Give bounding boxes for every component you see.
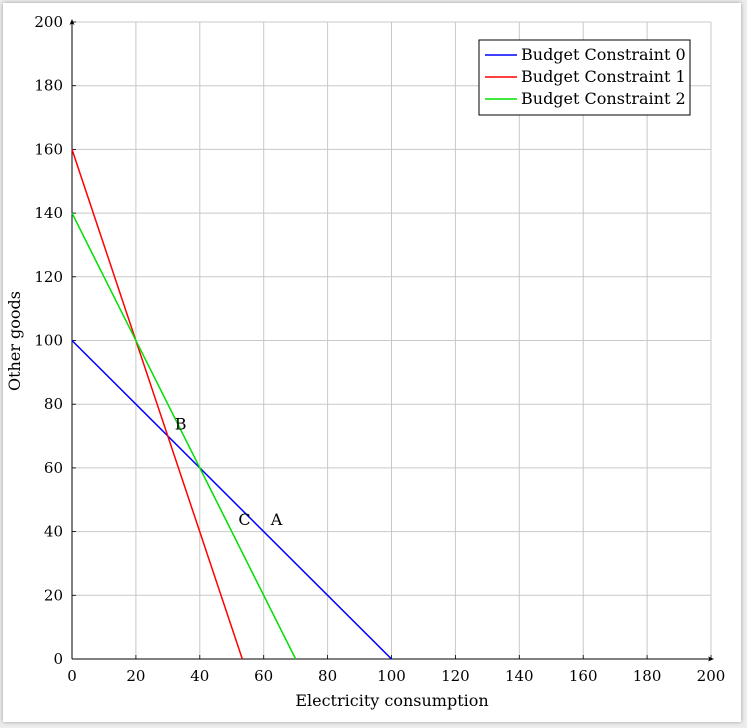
x-axis-arrow <box>708 656 714 662</box>
y-tick-label: 0 <box>53 650 63 668</box>
x-tick-label: 40 <box>190 667 209 685</box>
y-tick-label: 140 <box>34 204 63 222</box>
legend-label-2: Budget Constraint 2 <box>521 89 686 108</box>
x-tick-label: 180 <box>633 667 662 685</box>
x-tick-label: 20 <box>126 667 145 685</box>
y-tick-label: 120 <box>34 268 63 286</box>
x-tick-label: 60 <box>254 667 273 685</box>
x-tick-label: 200 <box>697 667 726 685</box>
series-line-budget-constraint-1 <box>71 149 244 660</box>
series-line-budget-constraint-2 <box>71 212 297 660</box>
legend-label-1: Budget Constraint 1 <box>521 67 686 86</box>
annotations: A B C <box>175 414 283 529</box>
grid <box>72 21 712 659</box>
chart-svg: 0 20 40 60 80 100 120 140 160 180 200 0 20 40 60 80 100 1… <box>5 13 725 710</box>
y-tick-label: 60 <box>44 459 63 477</box>
y-tick-label: 200 <box>34 13 63 31</box>
x-tick-label: 0 <box>67 667 77 685</box>
y-tick-label: 20 <box>44 586 63 604</box>
series-line-budget-constraint-0 <box>71 339 393 660</box>
x-axis-label: Electricity consumption <box>295 691 488 710</box>
annotation-a: A <box>270 510 283 529</box>
y-tick-label: 180 <box>34 77 63 95</box>
annotation-b: B <box>175 414 187 433</box>
series-lines <box>71 149 393 660</box>
annotation-c: C <box>238 510 250 529</box>
y-tick-label: 100 <box>34 332 63 350</box>
x-tick-label: 100 <box>377 667 406 685</box>
y-tick-label: 160 <box>34 140 63 158</box>
y-axis-label: Other goods <box>5 291 24 391</box>
x-tick-label: 120 <box>441 667 470 685</box>
y-axis-arrow <box>69 19 75 25</box>
y-tick-label: 40 <box>44 523 63 541</box>
legend: Budget Constraint 0 Budget Constraint 1 Bu… <box>478 39 691 116</box>
y-tick-label: 80 <box>44 395 63 413</box>
x-tick-label: 80 <box>318 667 337 685</box>
chart-figure: 0 20 40 60 80 100 120 140 160 180 200 0 20 40 60 80 100 1… <box>3 3 741 722</box>
x-tick-label: 160 <box>569 667 598 685</box>
axes: 0 20 40 60 80 100 120 140 160 180 200 0 20 40 60 80 100 1… <box>34 13 725 685</box>
x-tick-label: 140 <box>505 667 534 685</box>
legend-label-0: Budget Constraint 0 <box>521 45 686 64</box>
